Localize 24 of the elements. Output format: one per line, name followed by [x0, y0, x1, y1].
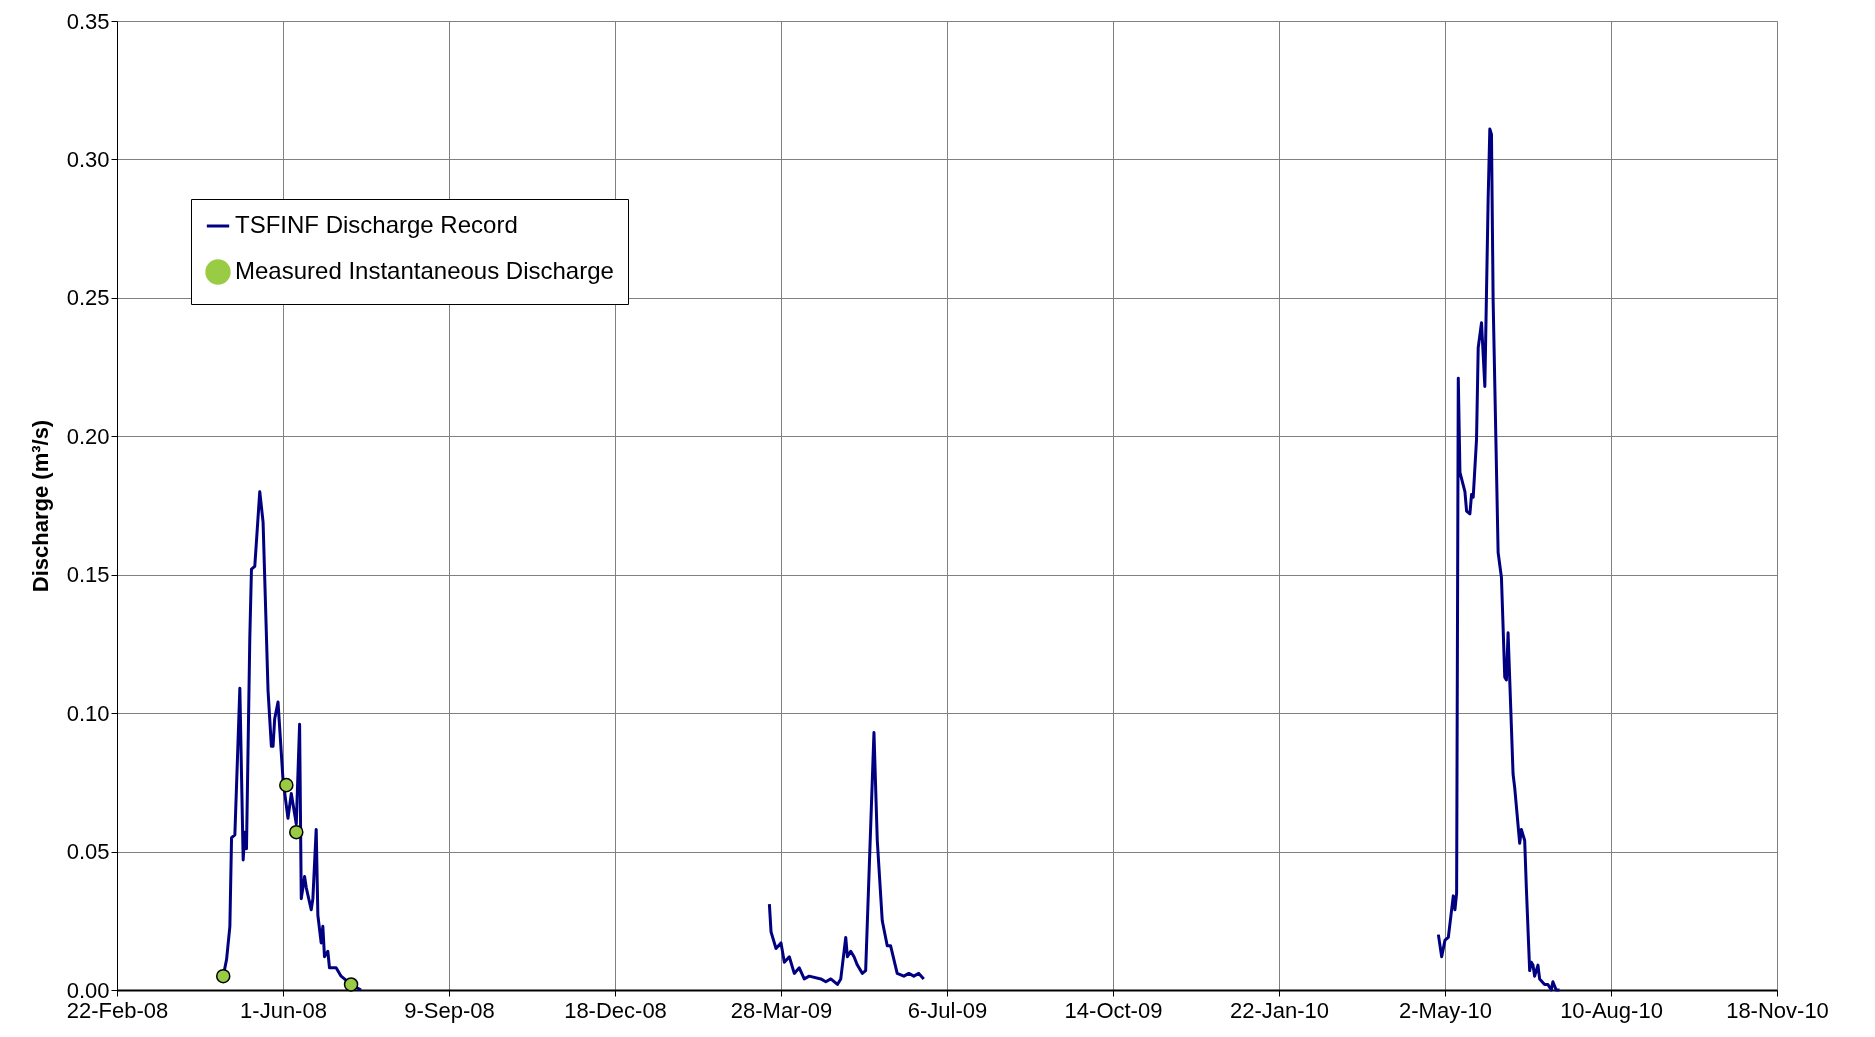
x-tick-label: 18-Dec-08: [564, 997, 667, 1023]
x-tick-label: 10-Aug-10: [1560, 997, 1663, 1023]
legend-label: Measured Instantaneous Discharge: [235, 257, 614, 284]
x-tick-label: 28-Mar-09: [730, 997, 833, 1023]
y-tick-label: 0.05: [66, 839, 110, 865]
x-tick-label: 22-Jan-10: [1229, 997, 1330, 1023]
point: [215, 968, 231, 984]
point: [343, 977, 359, 992]
y-tick-label: 0.20: [66, 423, 110, 449]
y-tick-label: 0.25: [66, 285, 110, 311]
y-axis-title: Discharge (m³/s): [27, 419, 53, 593]
x-tick-label: 1-Jun-08: [240, 997, 327, 1023]
x-tick-label: 2-May-10: [1399, 997, 1492, 1023]
y-tick-label: 0.30: [66, 146, 110, 172]
y-tick-label: 0.15: [66, 562, 110, 588]
x-tick-label: 14-Oct-09: [1064, 997, 1163, 1023]
x-tick-label: 18-Nov-10: [1726, 997, 1829, 1023]
x-tick-label: 6-Jul-09: [907, 997, 988, 1023]
y-tick-label: 0.10: [66, 700, 110, 726]
point: [289, 824, 304, 840]
point: [279, 777, 294, 793]
x-tick-label: 9-Sep-08: [404, 997, 495, 1023]
y-tick-label: 0.35: [66, 8, 110, 34]
legend-label: TSFINF Discharge Record: [235, 211, 518, 238]
